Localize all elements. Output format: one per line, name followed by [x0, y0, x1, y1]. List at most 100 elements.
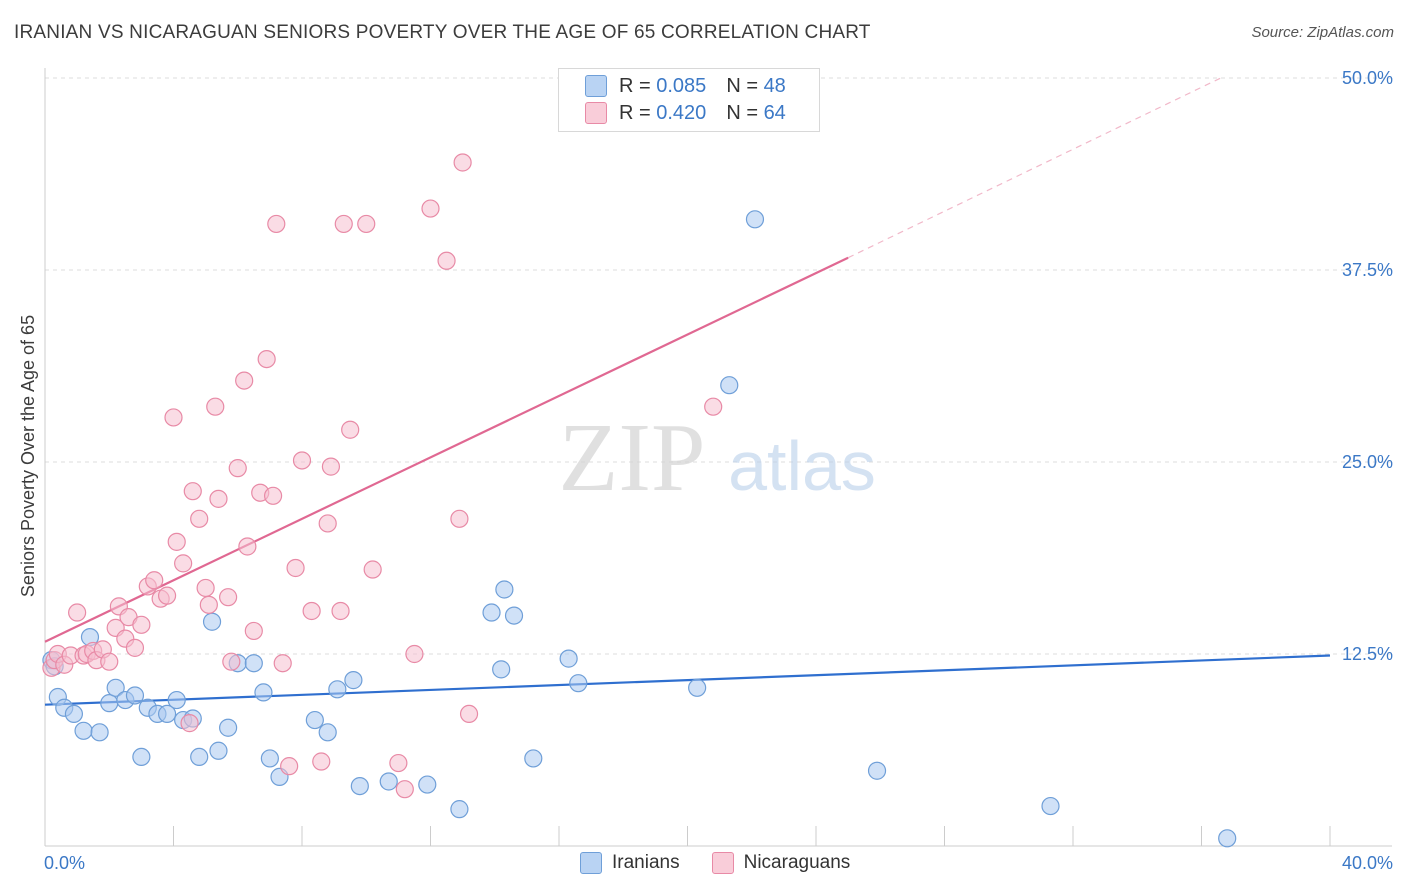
nicaraguan-point — [267, 214, 286, 234]
nicaraguan-point — [132, 615, 151, 634]
nicaraguan-point — [199, 595, 218, 614]
nicaraguan-point — [292, 451, 312, 470]
nicaraguan-point — [357, 214, 376, 234]
nicaraguan-point — [421, 199, 440, 218]
nicaraguan-point — [196, 578, 215, 598]
nicaraguan-point — [704, 397, 723, 416]
legend-n-value: 64 — [763, 101, 786, 124]
watermark-atlas: atlas — [728, 427, 876, 505]
gridlines — [45, 77, 1392, 655]
y-tick-label: 12.5% — [1342, 644, 1393, 664]
iranian-point — [90, 723, 109, 742]
nicaraguan-point — [405, 644, 424, 664]
nicaraguans-trend-line — [44, 256, 849, 643]
legend-row-nicaraguans: R = 0.420 N = 64 — [585, 101, 786, 125]
trend-lines — [44, 77, 1331, 706]
legend-label-nicaraguans: Nicaraguans — [743, 852, 851, 873]
iranian-point — [328, 680, 347, 699]
axes — [44, 68, 1392, 847]
iranian-point — [132, 747, 151, 767]
nicaraguan-point — [312, 752, 331, 771]
nicaraguan-point — [222, 652, 241, 671]
nicaraguan-point — [280, 757, 299, 776]
iranians-swatch — [585, 75, 607, 97]
iranian-point — [244, 654, 263, 673]
nicaraguan-point — [209, 489, 228, 508]
nicaraguan-point — [219, 588, 238, 607]
legend-item-nicaraguans[interactable]: Nicaraguans — [711, 852, 851, 874]
iranian-point — [125, 686, 145, 705]
nicaraguan-point — [180, 714, 199, 733]
iranian-point — [344, 671, 363, 690]
nicaraguan-point — [450, 509, 469, 528]
legend-n-label: N = — [726, 101, 764, 124]
nicaraguan-point — [395, 780, 414, 799]
iranian-point — [1218, 829, 1237, 848]
y-tick-label: 37.5% — [1342, 260, 1393, 280]
iranian-point — [219, 718, 238, 737]
nicaraguan-point — [174, 554, 193, 573]
iranian-point — [524, 749, 543, 768]
iranian-point — [418, 775, 437, 794]
nicaraguan-point — [263, 486, 283, 505]
iranian-point — [482, 603, 501, 622]
iranian-point — [190, 747, 209, 767]
nicaraguan-point — [334, 214, 353, 234]
legend-row-iranians: R = 0.085 N = 48 — [585, 74, 786, 98]
chart-title: IRANIAN VS NICARAGUAN SENIORS POVERTY OV… — [14, 22, 871, 43]
nicaraguan-point — [183, 482, 202, 501]
watermark-zip: ZIP — [559, 404, 706, 512]
iranian-point — [106, 678, 125, 697]
nicaraguan-point — [167, 532, 186, 551]
iranian-point — [74, 721, 93, 740]
iranian-point — [1041, 796, 1060, 816]
legend-r-label: R = — [619, 101, 657, 124]
nicaraguans-swatch — [711, 852, 734, 874]
nicaraguan-point — [235, 371, 254, 390]
iranian-point — [450, 800, 469, 819]
nicaraguan-point — [459, 704, 479, 724]
iranian-point — [64, 704, 84, 724]
nicaraguan-point — [318, 514, 337, 533]
iranian-point — [504, 606, 524, 625]
iranian-point — [492, 660, 511, 679]
iranian-point — [157, 704, 177, 724]
iranian-point — [202, 612, 222, 631]
nicaraguan-point — [453, 153, 472, 172]
nicaraguan-point — [244, 621, 263, 641]
legend-r-value: 0.420 — [656, 101, 707, 124]
iranian-point — [495, 580, 514, 599]
legend-r-label: R = — [619, 74, 657, 97]
nicaraguan-point — [228, 459, 247, 478]
iranian-point — [867, 761, 887, 780]
iranian-point — [569, 674, 588, 693]
nicaraguan-point — [145, 571, 164, 590]
iranian-point — [559, 649, 578, 668]
nicaraguan-point — [286, 558, 305, 578]
iranian-point — [305, 710, 324, 730]
nicaraguan-point — [363, 560, 382, 579]
y-tick-label: 25.0% — [1342, 452, 1393, 472]
iranian-point — [209, 741, 228, 760]
nicaraguan-point — [257, 349, 276, 369]
nicaraguan-point — [341, 420, 360, 439]
legend-label-iranians: Iranians — [612, 852, 680, 873]
legend-n-label: N = — [726, 74, 764, 97]
iranian-point — [100, 694, 119, 713]
nicaraguan-point — [437, 251, 456, 270]
watermark: ZIP atlas — [559, 404, 876, 512]
nicaraguan-point — [321, 457, 341, 476]
iranian-point — [260, 749, 279, 768]
y-axis-label: Seniors Poverty Over the Age of 65 — [18, 315, 38, 597]
data-points — [42, 153, 1237, 848]
nicaraguans-swatch — [585, 102, 607, 124]
legend-item-iranians[interactable]: Iranians — [580, 852, 680, 874]
nicaraguan-point — [164, 408, 183, 427]
iranian-point — [379, 772, 398, 791]
nicaraguan-point — [238, 537, 257, 556]
x-tick-label: 0.0% — [44, 853, 85, 873]
iranian-point — [167, 690, 186, 710]
nicaraguan-point — [157, 586, 177, 605]
x-tick-label: 40.0% — [1342, 853, 1393, 873]
nicaraguan-point — [206, 397, 225, 416]
